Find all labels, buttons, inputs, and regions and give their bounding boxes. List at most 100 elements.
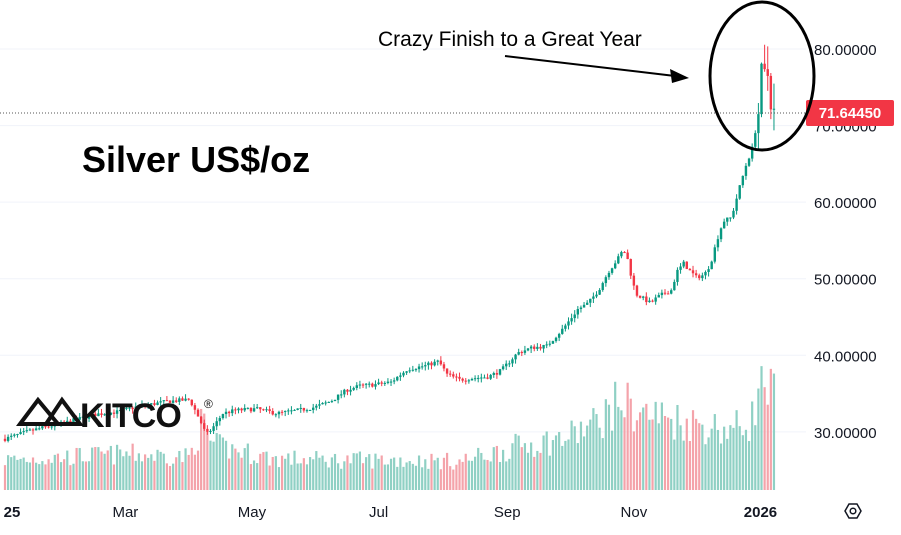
candle-body	[122, 408, 125, 410]
volume-bar	[645, 403, 648, 490]
candle-body	[520, 352, 523, 354]
candle-body	[265, 409, 268, 411]
volume-bar	[492, 447, 495, 490]
volume-bar	[402, 466, 405, 490]
volume-bar	[586, 425, 589, 490]
candle-body	[551, 341, 555, 344]
candle-body	[16, 434, 19, 436]
candle-body	[548, 343, 552, 345]
candle-body	[392, 380, 396, 382]
candle-body	[380, 382, 383, 384]
volume-bar	[632, 431, 635, 490]
candle-body	[573, 314, 576, 319]
volume-bar	[508, 458, 511, 490]
volume-bar	[592, 408, 595, 490]
volume-bar	[735, 410, 738, 490]
volume-bar	[53, 454, 56, 490]
candle-body	[480, 377, 483, 379]
candle-body	[629, 259, 632, 276]
kitco-logo-text: KITCO	[80, 397, 181, 435]
volume-bar	[162, 453, 165, 490]
candle-body	[271, 410, 274, 415]
volume-bar	[766, 404, 769, 490]
current-price-badge: 71.64450	[806, 99, 894, 126]
volume-bar	[772, 373, 776, 490]
annotation-arrow	[504, 55, 689, 83]
candle-body	[610, 268, 614, 273]
volume-bar	[676, 404, 679, 490]
volume-bar	[218, 434, 221, 490]
candle-body	[3, 438, 7, 441]
volume-bar	[193, 454, 197, 490]
volume-bar	[433, 460, 436, 490]
volume-bar	[252, 460, 256, 490]
volume-bar	[651, 419, 654, 490]
candle-body	[654, 297, 657, 302]
annotation-text: Crazy Finish to a Great Year	[378, 28, 642, 51]
candle-body	[726, 217, 729, 222]
volume-bar	[769, 368, 772, 490]
volume-bar	[604, 399, 607, 490]
candle-body	[374, 384, 377, 387]
volume-bar	[445, 452, 449, 490]
volume-bar	[486, 459, 489, 490]
volume-bar	[181, 462, 184, 490]
volume-bar	[94, 447, 97, 490]
candle-body	[688, 268, 692, 271]
candle-body	[72, 418, 75, 423]
volume-bar	[558, 432, 561, 490]
candle-body	[50, 426, 53, 428]
candle-body	[458, 376, 461, 379]
candle-body	[280, 411, 284, 413]
candle-body	[536, 346, 539, 349]
volume-bar	[333, 453, 337, 490]
volume-bar	[414, 465, 418, 490]
candle-body	[90, 413, 94, 416]
volume-bar	[13, 455, 16, 490]
candle-body	[389, 381, 393, 383]
candle-body	[97, 413, 100, 417]
volume-bar	[442, 457, 446, 490]
volume-bar	[72, 463, 75, 490]
volume-bar	[134, 460, 137, 490]
candle-body	[735, 198, 738, 211]
candle-body	[632, 275, 636, 286]
volume-bar	[209, 440, 212, 490]
volume-bar	[277, 467, 281, 490]
settings-icon[interactable]	[844, 503, 862, 519]
volume-bar	[284, 458, 287, 490]
candle-body	[554, 337, 558, 342]
candle-body	[346, 389, 349, 392]
current-price-badge-bg	[806, 99, 894, 126]
volume-bar	[308, 457, 312, 490]
volume-bar	[212, 441, 215, 490]
candle-body	[175, 400, 178, 402]
volume-bar	[221, 437, 225, 490]
volume-bar	[115, 444, 119, 490]
volume-bar	[579, 421, 583, 490]
candle-body	[290, 410, 293, 412]
volume-bar	[461, 461, 464, 490]
candle-body	[750, 146, 754, 159]
volume-bar	[551, 440, 555, 490]
candle-body	[579, 307, 583, 310]
candle-body	[140, 404, 144, 406]
candle-body	[243, 408, 246, 411]
kitco-logo-mark	[16, 396, 84, 426]
candle-body	[240, 408, 243, 411]
volume-bar	[271, 456, 274, 490]
volume-bar	[667, 417, 670, 490]
volume-bar	[365, 457, 368, 490]
candle-body	[103, 414, 106, 416]
volume-bar	[480, 452, 483, 490]
candle-body	[302, 407, 306, 411]
volume-bar	[505, 461, 508, 490]
candle-body	[408, 370, 411, 372]
candle-body	[501, 366, 505, 370]
candle-body	[165, 400, 169, 402]
volume-bar	[321, 455, 324, 490]
candle-body	[218, 418, 222, 422]
volume-bar	[682, 440, 685, 490]
volume-bar	[701, 424, 704, 490]
volume-bar	[66, 450, 69, 490]
